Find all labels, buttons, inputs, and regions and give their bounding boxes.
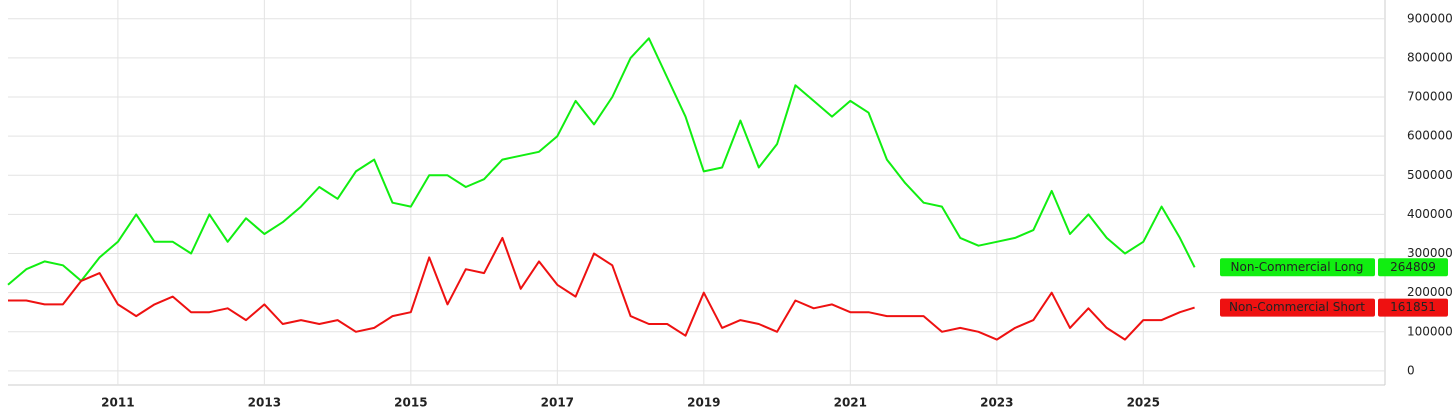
x-tick-label: 2015 (394, 396, 427, 410)
series-line (7, 37, 1196, 286)
y-tick-label: 200000 (1407, 285, 1453, 299)
value-label: 264809 (1390, 260, 1436, 274)
series-line (8, 236, 1195, 341)
y-tick-label: 600000 (1407, 129, 1453, 143)
x-tick-label: 2023 (980, 396, 1013, 410)
legend-label: Non-Commercial Long (1231, 260, 1364, 274)
x-tick-label: 2025 (1127, 396, 1160, 410)
y-tick-label: 300000 (1407, 246, 1453, 260)
x-tick-label: 2013 (248, 396, 281, 410)
y-tick-label: 100000 (1407, 324, 1453, 338)
x-tick-label: 2019 (687, 396, 720, 410)
y-tick-label: 800000 (1407, 50, 1453, 64)
y-tick-label: 0 (1407, 363, 1415, 377)
x-tick-label: 2021 (834, 396, 867, 410)
y-tick-label: 700000 (1407, 90, 1453, 104)
y-tick-label: 900000 (1407, 11, 1453, 25)
y-tick-label: 400000 (1407, 207, 1453, 221)
value-tag (1378, 258, 1448, 277)
value-label: 161851 (1390, 300, 1436, 314)
legend-label: Non-Commercial Short (1229, 300, 1365, 314)
legend-tag (1220, 298, 1375, 317)
y-tick-label: 500000 (1407, 168, 1453, 182)
value-tag (1378, 298, 1448, 317)
x-tick-label: 2011 (101, 396, 134, 410)
legend-tag (1220, 258, 1375, 277)
x-tick-label: 2017 (541, 396, 574, 410)
